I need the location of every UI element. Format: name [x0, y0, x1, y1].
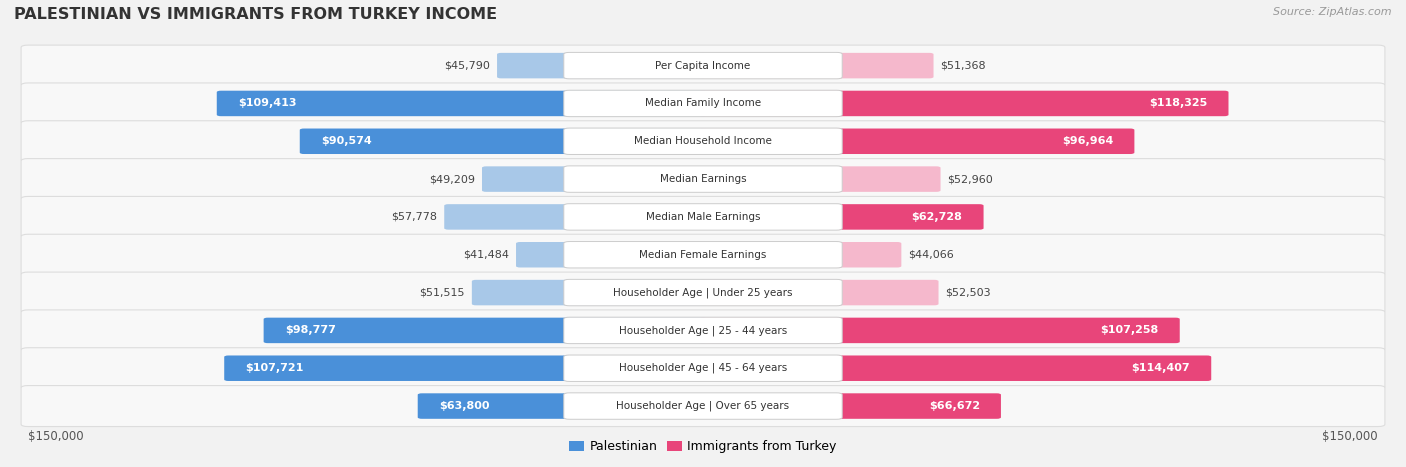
- Text: $52,960: $52,960: [948, 174, 993, 184]
- Text: $98,777: $98,777: [284, 325, 336, 335]
- FancyBboxPatch shape: [21, 121, 1385, 162]
- Text: Median Female Earnings: Median Female Earnings: [640, 250, 766, 260]
- Legend: Palestinian, Immigrants from Turkey: Palestinian, Immigrants from Turkey: [564, 435, 842, 459]
- FancyBboxPatch shape: [21, 234, 1385, 275]
- Text: $52,503: $52,503: [946, 288, 991, 297]
- FancyBboxPatch shape: [564, 52, 842, 79]
- Text: $44,066: $44,066: [908, 250, 955, 260]
- FancyBboxPatch shape: [263, 318, 707, 343]
- Text: $114,407: $114,407: [1132, 363, 1189, 373]
- Text: $107,721: $107,721: [245, 363, 304, 373]
- Text: $51,515: $51,515: [419, 288, 465, 297]
- Text: $96,964: $96,964: [1062, 136, 1114, 146]
- FancyBboxPatch shape: [699, 166, 941, 192]
- FancyBboxPatch shape: [564, 241, 842, 268]
- FancyBboxPatch shape: [299, 128, 707, 154]
- FancyBboxPatch shape: [564, 317, 842, 344]
- Text: $63,800: $63,800: [439, 401, 489, 411]
- FancyBboxPatch shape: [21, 272, 1385, 313]
- Text: Median Family Income: Median Family Income: [645, 99, 761, 108]
- FancyBboxPatch shape: [224, 355, 707, 381]
- Text: $49,209: $49,209: [429, 174, 475, 184]
- Text: $57,778: $57,778: [391, 212, 437, 222]
- FancyBboxPatch shape: [516, 242, 707, 268]
- FancyBboxPatch shape: [21, 83, 1385, 124]
- FancyBboxPatch shape: [699, 355, 1211, 381]
- Text: Householder Age | Over 65 years: Householder Age | Over 65 years: [616, 401, 790, 411]
- Text: Source: ZipAtlas.com: Source: ZipAtlas.com: [1274, 7, 1392, 17]
- FancyBboxPatch shape: [21, 197, 1385, 237]
- Text: Householder Age | 45 - 64 years: Householder Age | 45 - 64 years: [619, 363, 787, 374]
- Text: $45,790: $45,790: [444, 61, 491, 71]
- FancyBboxPatch shape: [564, 393, 842, 419]
- Text: $41,484: $41,484: [463, 250, 509, 260]
- FancyBboxPatch shape: [699, 280, 939, 305]
- FancyBboxPatch shape: [699, 393, 1001, 419]
- FancyBboxPatch shape: [564, 279, 842, 306]
- Text: Median Earnings: Median Earnings: [659, 174, 747, 184]
- FancyBboxPatch shape: [564, 128, 842, 155]
- FancyBboxPatch shape: [564, 166, 842, 192]
- Text: Median Male Earnings: Median Male Earnings: [645, 212, 761, 222]
- FancyBboxPatch shape: [699, 128, 1135, 154]
- FancyBboxPatch shape: [418, 393, 707, 419]
- FancyBboxPatch shape: [217, 91, 707, 116]
- FancyBboxPatch shape: [699, 53, 934, 78]
- Text: $66,672: $66,672: [929, 401, 980, 411]
- Text: $150,000: $150,000: [1322, 430, 1378, 443]
- FancyBboxPatch shape: [472, 280, 707, 305]
- FancyBboxPatch shape: [21, 45, 1385, 86]
- Text: Median Household Income: Median Household Income: [634, 136, 772, 146]
- FancyBboxPatch shape: [498, 53, 707, 78]
- Text: $51,368: $51,368: [941, 61, 986, 71]
- FancyBboxPatch shape: [564, 355, 842, 382]
- Text: Householder Age | 25 - 44 years: Householder Age | 25 - 44 years: [619, 325, 787, 336]
- FancyBboxPatch shape: [699, 318, 1180, 343]
- FancyBboxPatch shape: [444, 204, 707, 230]
- Text: $90,574: $90,574: [321, 136, 371, 146]
- Text: $62,728: $62,728: [911, 212, 963, 222]
- Text: PALESTINIAN VS IMMIGRANTS FROM TURKEY INCOME: PALESTINIAN VS IMMIGRANTS FROM TURKEY IN…: [14, 7, 498, 22]
- FancyBboxPatch shape: [482, 166, 707, 192]
- Text: $107,258: $107,258: [1101, 325, 1159, 335]
- Text: $109,413: $109,413: [238, 99, 297, 108]
- FancyBboxPatch shape: [699, 204, 984, 230]
- FancyBboxPatch shape: [699, 242, 901, 268]
- FancyBboxPatch shape: [564, 90, 842, 117]
- Text: Householder Age | Under 25 years: Householder Age | Under 25 years: [613, 287, 793, 298]
- FancyBboxPatch shape: [21, 310, 1385, 351]
- Text: $118,325: $118,325: [1149, 99, 1208, 108]
- FancyBboxPatch shape: [564, 204, 842, 230]
- Text: $150,000: $150,000: [28, 430, 84, 443]
- FancyBboxPatch shape: [21, 159, 1385, 199]
- Text: Per Capita Income: Per Capita Income: [655, 61, 751, 71]
- FancyBboxPatch shape: [21, 386, 1385, 426]
- FancyBboxPatch shape: [21, 348, 1385, 389]
- FancyBboxPatch shape: [699, 91, 1229, 116]
